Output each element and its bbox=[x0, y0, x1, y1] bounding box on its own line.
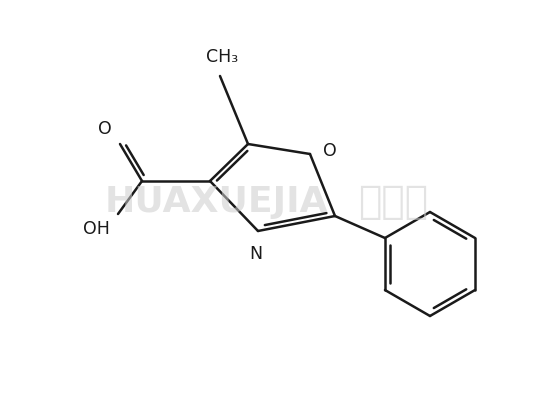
Text: CH₃: CH₃ bbox=[206, 48, 238, 66]
Text: 化学加: 化学加 bbox=[358, 183, 428, 221]
Text: OH: OH bbox=[83, 220, 110, 238]
Text: O: O bbox=[98, 120, 112, 138]
Text: N: N bbox=[249, 245, 262, 263]
Text: HUAXUEJIA: HUAXUEJIA bbox=[105, 185, 329, 219]
Text: O: O bbox=[323, 142, 337, 160]
